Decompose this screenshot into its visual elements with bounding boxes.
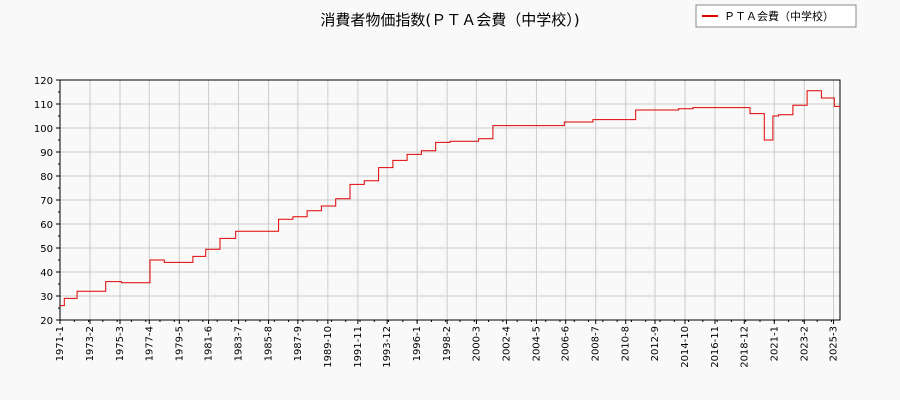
x-tick-label: 1987-9 [293,326,304,361]
x-tick-label: 1991-11 [353,326,364,368]
y-tick-label: 110 [34,100,53,111]
x-tick-label: 1998-2 [442,326,453,361]
x-tick-label: 2016-11 [710,326,721,368]
x-tick-label: 2018-12 [739,326,750,368]
y-tick-label: 60 [40,220,53,231]
x-tick-label: 1996-1 [412,326,423,361]
series-layer [60,90,840,307]
y-tick-label: 100 [34,124,53,135]
series-line [60,90,840,307]
x-tick-label: 1985-8 [264,326,275,361]
y-tick-label: 70 [40,196,53,207]
x-tick-label: 1989-10 [323,326,334,368]
x-tick-label: 2002-4 [501,326,512,361]
chart-title: 消費者物価指数(ＰＴＡ会費（中学校）) [320,11,579,29]
y-tick-label: 50 [40,244,53,255]
x-tick-label: 1981-6 [204,326,215,361]
x-tick-label: 2010-8 [621,326,632,361]
x-tick-label: 2014-10 [680,326,691,368]
legend-label: ＰＴＡ会費（中学校） [724,9,834,23]
x-tick-label: 2012-9 [650,326,661,361]
legend: ＰＴＡ会費（中学校） [695,4,857,28]
y-tick-label: 80 [40,172,53,183]
x-tick-label: 2008-7 [591,326,602,361]
x-tick-label: 2023-2 [799,326,810,361]
y-tick-label: 90 [40,148,53,159]
y-tick-label: 120 [34,76,53,87]
x-tick-label: 1983-7 [234,326,245,361]
y-axis: 20 30 40 50 60 70 80 90 100 110 120 [34,76,60,327]
legend-box [695,4,857,28]
x-tick-label: 2006-6 [561,326,572,361]
x-tick-label: 1977-4 [144,326,155,361]
x-tick-label: 1979-5 [174,326,185,361]
x-tick-label: 2000-3 [471,326,482,361]
x-tick-label: 1973-2 [85,326,96,361]
x-tick-label: 1971-1 [55,326,66,361]
grid [59,79,840,321]
x-tick-label: 1975-3 [115,326,126,361]
y-tick-label: 40 [40,268,53,279]
x-axis: 1971-1 1973-2 1975-3 1977-4 1979-5 1981-6 1983… [55,320,840,368]
x-tick-label: 2025-3 [829,326,840,361]
y-tick-label: 30 [40,292,53,303]
x-tick-label: 1993-12 [382,326,393,368]
y-tick-label: 20 [40,316,53,327]
x-tick-label: 2004-5 [531,326,542,361]
x-tick-label: 2021-1 [769,326,780,361]
